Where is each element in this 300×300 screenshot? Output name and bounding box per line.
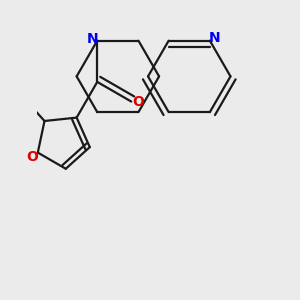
Text: N: N	[209, 31, 220, 45]
Text: N: N	[86, 32, 98, 46]
Text: O: O	[132, 94, 144, 109]
Text: O: O	[26, 149, 38, 164]
